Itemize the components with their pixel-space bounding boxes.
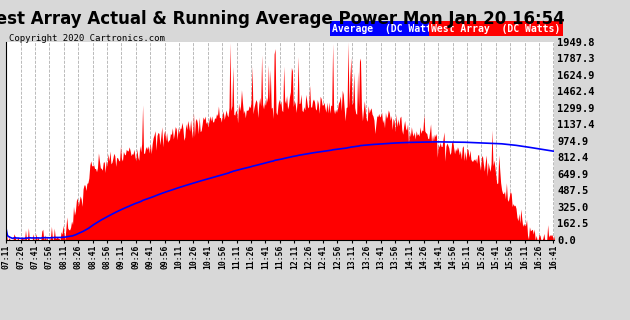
Text: Copyright 2020 Cartronics.com: Copyright 2020 Cartronics.com <box>9 34 165 43</box>
Text: West Array Actual & Running Average Power Mon Jan 20 16:54: West Array Actual & Running Average Powe… <box>0 10 564 28</box>
Text: West Array  (DC Watts): West Array (DC Watts) <box>431 24 560 34</box>
Text: Average  (DC Watts): Average (DC Watts) <box>333 24 444 34</box>
